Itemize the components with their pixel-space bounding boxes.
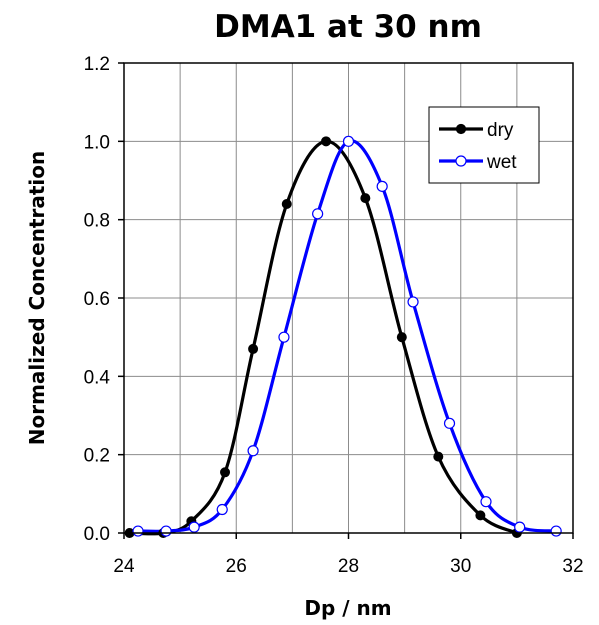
legend-marker-wet — [455, 155, 467, 167]
x-tick-label: 30 — [450, 556, 471, 577]
data-point-wet — [132, 525, 144, 537]
x-tick-label: 32 — [562, 556, 583, 577]
data-point-wet — [376, 180, 388, 192]
y-tick-label: 1.2 — [84, 54, 110, 75]
data-point-dry — [475, 510, 486, 521]
series-curves — [128, 139, 558, 536]
y-axis-ticks: 0.0 0.2 0.4 0.6 0.8 1.0 1.2 — [84, 54, 124, 545]
y-tick-label: 0.6 — [84, 289, 110, 310]
data-point-wet — [216, 503, 228, 516]
data-point-wet — [160, 525, 172, 537]
x-tick-label: 28 — [338, 556, 359, 577]
data-point-dry — [360, 193, 371, 204]
chart-title: DMA1 at 30 nm — [214, 9, 482, 45]
series-markers — [124, 135, 562, 538]
x-tick-label: 26 — [226, 556, 247, 577]
legend-label-wet: wet — [486, 152, 517, 173]
data-point-wet — [247, 445, 259, 457]
data-point-wet — [514, 521, 526, 533]
y-tick-label: 0.2 — [84, 446, 110, 467]
data-point-wet — [278, 331, 290, 343]
legend-marker-dry — [455, 123, 467, 135]
data-point-dry — [396, 332, 407, 343]
x-axis-title: Dp / nm — [304, 596, 391, 620]
legend-label-dry: dry — [487, 120, 514, 141]
data-point-dry — [281, 199, 292, 209]
data-point-dry — [248, 343, 259, 354]
y-tick-label: 0.8 — [84, 211, 110, 232]
legend: dry wet — [428, 106, 540, 184]
data-point-wet — [312, 208, 324, 220]
legend-box — [428, 106, 540, 184]
x-axis-ticks: 24 26 28 30 32 — [113, 533, 584, 577]
data-point-wet — [342, 135, 355, 147]
data-point-wet — [188, 521, 200, 533]
x-tick-label: 24 — [113, 556, 135, 577]
y-tick-label: 0.0 — [84, 524, 110, 545]
data-point-wet — [443, 417, 456, 429]
data-point-dry — [433, 451, 444, 462]
data-point-wet — [550, 525, 562, 537]
data-point-wet — [407, 296, 419, 308]
data-point-dry — [220, 467, 231, 478]
data-point-wet — [480, 496, 492, 508]
data-point-dry — [321, 136, 332, 147]
y-axis-title: Normalized Concentration — [25, 151, 49, 446]
y-tick-label: 1.0 — [84, 132, 110, 153]
y-tick-label: 0.4 — [84, 367, 111, 388]
series-line-wet — [136, 139, 558, 533]
